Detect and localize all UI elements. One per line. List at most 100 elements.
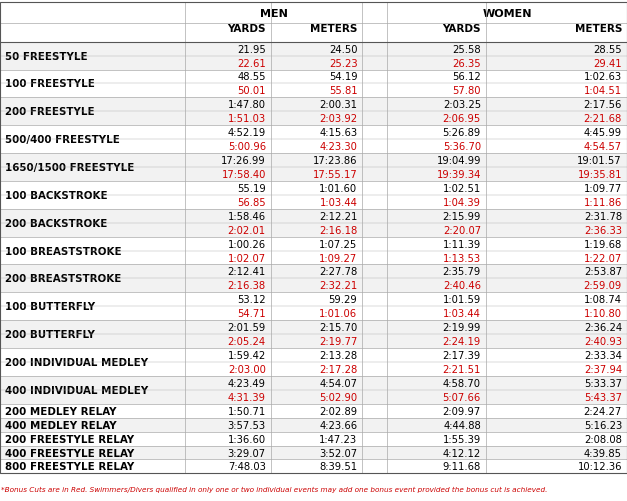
Text: YARDS: YARDS xyxy=(443,24,481,34)
Bar xyxy=(0,293,627,321)
Text: 19:04.99: 19:04.99 xyxy=(436,156,481,166)
Text: 1:02.07: 1:02.07 xyxy=(228,253,266,263)
Text: 2:02.89: 2:02.89 xyxy=(319,406,357,416)
Text: 4:23.66: 4:23.66 xyxy=(319,420,357,430)
Text: 5:00.96: 5:00.96 xyxy=(228,142,266,152)
Text: 2:03.92: 2:03.92 xyxy=(319,114,357,124)
Text: 3:29.07: 3:29.07 xyxy=(228,447,266,457)
Text: 29.41: 29.41 xyxy=(593,59,622,69)
Text: 2:16.18: 2:16.18 xyxy=(319,225,357,235)
Text: 2:24.19: 2:24.19 xyxy=(443,336,481,346)
Text: 19:01.57: 19:01.57 xyxy=(577,156,622,166)
Bar xyxy=(0,209,627,237)
Text: 1:03.44: 1:03.44 xyxy=(320,197,357,207)
Text: *Bonus Cuts are in Red. Swimmers/Divers qualified in only one or two individual : *Bonus Cuts are in Red. Swimmers/Divers … xyxy=(1,485,547,491)
Text: 2:36.33: 2:36.33 xyxy=(584,225,622,235)
Text: 4:45.99: 4:45.99 xyxy=(584,128,622,138)
Text: 7:48.03: 7:48.03 xyxy=(228,461,266,471)
Text: 19:35.81: 19:35.81 xyxy=(577,170,622,180)
Text: 25.23: 25.23 xyxy=(329,59,357,69)
Text: 2:27.78: 2:27.78 xyxy=(319,267,357,277)
Text: 2:59.09: 2:59.09 xyxy=(584,281,622,291)
Text: METERS: METERS xyxy=(310,24,357,34)
Text: 48.55: 48.55 xyxy=(238,72,266,82)
Text: 2:20.07: 2:20.07 xyxy=(443,225,481,235)
Text: 2:17.56: 2:17.56 xyxy=(584,100,622,110)
Text: 1:01.60: 1:01.60 xyxy=(319,183,357,193)
Text: 1:59.42: 1:59.42 xyxy=(228,350,266,360)
Text: 21.95: 21.95 xyxy=(237,45,266,55)
Text: 1:09.77: 1:09.77 xyxy=(584,183,622,193)
Text: 4:31.39: 4:31.39 xyxy=(228,392,266,402)
Bar xyxy=(0,418,627,432)
Text: 55.19: 55.19 xyxy=(237,183,266,193)
Text: 100 BACKSTROKE: 100 BACKSTROKE xyxy=(5,190,108,200)
Text: 1:55.39: 1:55.39 xyxy=(443,434,481,444)
Text: 8:39.51: 8:39.51 xyxy=(319,461,357,471)
Bar xyxy=(0,181,627,209)
Text: 1:50.71: 1:50.71 xyxy=(228,406,266,416)
Text: MEN: MEN xyxy=(260,9,288,19)
Text: 2:16.38: 2:16.38 xyxy=(228,281,266,291)
Text: 2:02.01: 2:02.01 xyxy=(228,225,266,235)
Bar xyxy=(0,432,627,446)
Text: 2:53.87: 2:53.87 xyxy=(584,267,622,277)
Text: 26.35: 26.35 xyxy=(452,59,481,69)
Text: 500/400 FREESTYLE: 500/400 FREESTYLE xyxy=(5,135,120,145)
Text: 1:08.74: 1:08.74 xyxy=(584,295,622,305)
Text: 1:19.68: 1:19.68 xyxy=(584,239,622,249)
Text: 1:04.51: 1:04.51 xyxy=(584,86,622,96)
Text: 100 BUTTERFLY: 100 BUTTERFLY xyxy=(5,302,95,312)
Text: 1:11.86: 1:11.86 xyxy=(584,197,622,207)
Text: 200 BUTTERFLY: 200 BUTTERFLY xyxy=(5,330,95,340)
Text: 4:54.07: 4:54.07 xyxy=(319,378,357,388)
Text: 2:17.28: 2:17.28 xyxy=(319,364,357,374)
Text: 9:11.68: 9:11.68 xyxy=(443,461,481,471)
Text: 2:37.94: 2:37.94 xyxy=(584,364,622,374)
Text: 57.80: 57.80 xyxy=(453,86,481,96)
Text: 17:26.99: 17:26.99 xyxy=(221,156,266,166)
Text: 1:13.53: 1:13.53 xyxy=(443,253,481,263)
Text: 2:17.39: 2:17.39 xyxy=(443,350,481,360)
Text: 4:12.12: 4:12.12 xyxy=(443,447,481,457)
Text: 1:47.23: 1:47.23 xyxy=(319,434,357,444)
Text: 2:40.93: 2:40.93 xyxy=(584,336,622,346)
Text: 1:36.60: 1:36.60 xyxy=(228,434,266,444)
Text: 5:33.37: 5:33.37 xyxy=(584,378,622,388)
Text: 200 FREESTYLE: 200 FREESTYLE xyxy=(5,107,95,117)
Text: 2:12.41: 2:12.41 xyxy=(228,267,266,277)
Text: 54.71: 54.71 xyxy=(237,309,266,319)
Text: 4:23.30: 4:23.30 xyxy=(320,142,357,152)
Text: 2:35.79: 2:35.79 xyxy=(443,267,481,277)
Text: 1:10.80: 1:10.80 xyxy=(584,309,622,319)
Text: 5:02.90: 5:02.90 xyxy=(319,392,357,402)
Text: 22.61: 22.61 xyxy=(237,59,266,69)
Text: 55.81: 55.81 xyxy=(329,86,357,96)
Text: 4:15.63: 4:15.63 xyxy=(319,128,357,138)
Text: 50 FREESTYLE: 50 FREESTYLE xyxy=(5,52,88,62)
Bar xyxy=(0,404,627,418)
Text: 1:03.44: 1:03.44 xyxy=(443,309,481,319)
Text: 2:21.51: 2:21.51 xyxy=(443,364,481,374)
Text: 200 BREASTSTROKE: 200 BREASTSTROKE xyxy=(5,274,122,284)
Bar xyxy=(0,348,627,376)
Text: 2:08.08: 2:08.08 xyxy=(584,434,622,444)
Text: 25.58: 25.58 xyxy=(452,45,481,55)
Text: 2:33.34: 2:33.34 xyxy=(584,350,622,360)
Text: 1:47.80: 1:47.80 xyxy=(228,100,266,110)
Text: 3:57.53: 3:57.53 xyxy=(228,420,266,430)
Text: 400 MEDLEY RELAY: 400 MEDLEY RELAY xyxy=(5,420,117,430)
Text: 1:09.27: 1:09.27 xyxy=(319,253,357,263)
Text: 4:23.49: 4:23.49 xyxy=(228,378,266,388)
Text: 4:54.57: 4:54.57 xyxy=(584,142,622,152)
Text: 24.50: 24.50 xyxy=(329,45,357,55)
Text: 4:58.70: 4:58.70 xyxy=(443,378,481,388)
Text: 3:52.07: 3:52.07 xyxy=(319,447,357,457)
Bar xyxy=(0,43,627,70)
Text: 1:11.39: 1:11.39 xyxy=(443,239,481,249)
Text: 5:07.66: 5:07.66 xyxy=(443,392,481,402)
Text: 2:24.27: 2:24.27 xyxy=(584,406,622,416)
Text: 2:21.68: 2:21.68 xyxy=(584,114,622,124)
Text: 2:40.46: 2:40.46 xyxy=(443,281,481,291)
Text: 200 FREESTYLE RELAY: 200 FREESTYLE RELAY xyxy=(5,434,134,444)
